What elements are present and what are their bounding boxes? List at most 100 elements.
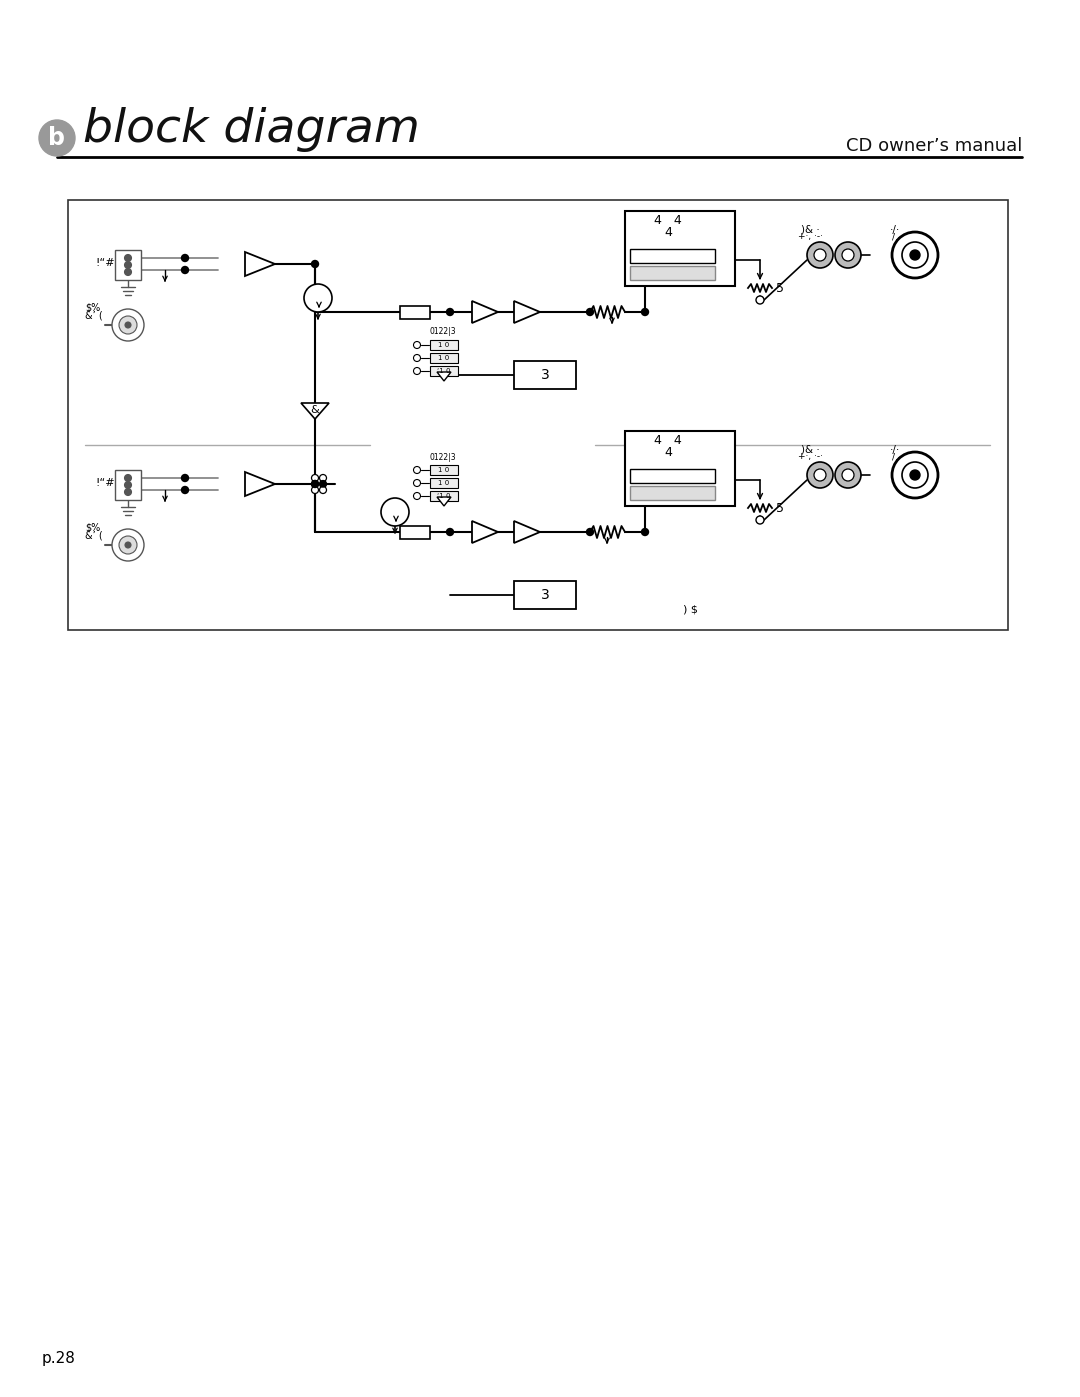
Bar [114, 469, 141, 500]
Circle shape [311, 475, 319, 482]
Circle shape [124, 475, 132, 482]
Circle shape [586, 309, 594, 316]
Bar [400, 306, 430, 319]
Text: 4   4: 4 4 [654, 434, 681, 447]
Circle shape [414, 367, 420, 374]
Circle shape [311, 481, 319, 488]
Circle shape [311, 486, 319, 493]
Text: /.-·: /.-· [892, 232, 904, 242]
Bar [430, 339, 458, 351]
Circle shape [320, 475, 326, 482]
Text: ·/·: ·/· [890, 446, 900, 455]
Text: 1 0: 1 0 [438, 342, 449, 348]
Circle shape [642, 309, 648, 316]
Text: 1 0: 1 0 [438, 355, 449, 360]
Text: 4: 4 [664, 225, 672, 239]
Circle shape [814, 249, 826, 261]
Text: 1 0: 1 0 [438, 481, 449, 486]
Circle shape [181, 267, 189, 274]
Bar [430, 353, 458, 363]
Text: 4: 4 [664, 446, 672, 458]
Circle shape [414, 355, 420, 362]
Text: +·, ·-·: +·, ·-· [797, 453, 823, 461]
Text: 0122|3: 0122|3 [429, 453, 456, 461]
Bar [68, 200, 1008, 630]
Text: 3: 3 [541, 588, 550, 602]
Bar [400, 525, 430, 538]
Circle shape [119, 536, 137, 555]
Circle shape [381, 497, 409, 527]
Text: p.28: p.28 [42, 1351, 76, 1365]
Circle shape [125, 321, 131, 328]
Circle shape [642, 528, 648, 535]
Circle shape [119, 316, 137, 334]
Circle shape [124, 261, 132, 268]
Circle shape [124, 482, 132, 489]
Text: ·/·: ·/· [890, 225, 900, 235]
Circle shape [842, 249, 854, 261]
Circle shape [807, 462, 833, 488]
Circle shape [181, 486, 189, 493]
Circle shape [807, 242, 833, 268]
Circle shape [756, 515, 764, 524]
Polygon shape [245, 251, 275, 277]
Text: &’ (: &’ ( [85, 531, 103, 541]
Bar [514, 360, 576, 388]
Text: 3: 3 [541, 367, 550, 381]
Text: 5: 5 [777, 502, 784, 514]
Bar [630, 486, 715, 500]
Text: ‘1 0: ‘1 0 [437, 493, 450, 499]
Bar [625, 211, 735, 285]
Text: block diagram: block diagram [83, 108, 420, 152]
Polygon shape [514, 300, 540, 323]
Text: )& ·: )& · [800, 446, 820, 455]
Text: 5: 5 [777, 282, 784, 295]
Circle shape [320, 481, 326, 488]
Circle shape [39, 120, 75, 156]
Circle shape [320, 481, 326, 488]
Circle shape [181, 475, 189, 482]
Circle shape [586, 528, 594, 535]
Circle shape [892, 453, 939, 497]
Circle shape [311, 481, 319, 488]
Text: !“#: !“# [95, 478, 114, 488]
Circle shape [446, 309, 454, 316]
Polygon shape [472, 521, 498, 543]
Text: &’ (: &’ ( [85, 312, 103, 321]
Polygon shape [472, 300, 498, 323]
Bar [114, 250, 141, 279]
Text: !“#: !“# [95, 258, 114, 268]
Bar [630, 469, 715, 483]
Bar [514, 581, 576, 609]
Text: +·, ·-·: +·, ·-· [797, 232, 823, 242]
Bar [430, 478, 458, 488]
Circle shape [892, 232, 939, 278]
Circle shape [112, 529, 144, 562]
Polygon shape [301, 402, 329, 419]
Text: &: & [311, 405, 320, 415]
Circle shape [835, 242, 861, 268]
Bar [430, 490, 458, 502]
Circle shape [842, 469, 854, 481]
Circle shape [902, 242, 928, 268]
Circle shape [124, 254, 132, 261]
Circle shape [181, 254, 189, 261]
Text: /.-·: /.-· [892, 453, 904, 461]
Text: $%: $% [85, 522, 100, 534]
Circle shape [320, 486, 326, 493]
Circle shape [414, 493, 420, 500]
Text: 1 0: 1 0 [438, 467, 449, 474]
Circle shape [124, 268, 132, 275]
Polygon shape [437, 497, 451, 506]
Circle shape [910, 469, 920, 481]
Circle shape [124, 489, 132, 496]
Bar [625, 430, 735, 506]
Circle shape [125, 542, 131, 548]
Circle shape [303, 284, 332, 312]
Bar [430, 465, 458, 475]
Polygon shape [437, 372, 451, 381]
Circle shape [112, 309, 144, 341]
Text: 4   4: 4 4 [654, 215, 681, 228]
Text: $%: $% [85, 303, 100, 313]
Circle shape [311, 260, 319, 267]
